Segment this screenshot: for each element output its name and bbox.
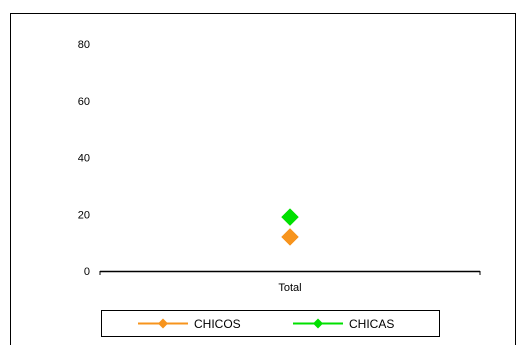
x-axis: Total (99, 270, 481, 294)
y-tick-label: 60 (78, 96, 90, 108)
chart-frame (10, 13, 516, 350)
legend: CHICOS CHICAS (101, 310, 440, 337)
legend-marker-chicos (158, 318, 168, 329)
y-axis: 0 20 40 60 80 (78, 39, 90, 278)
data-point-chicos (281, 228, 299, 246)
y-tick-label: 0 (84, 266, 90, 278)
x-tick-label: Total (278, 282, 301, 294)
plot-marks (281, 208, 299, 246)
y-tick-label: 80 (78, 39, 90, 51)
data-point-chicas (281, 208, 299, 226)
y-tick-label: 40 (78, 153, 90, 165)
legend-label-chicos: CHICOS (194, 317, 241, 331)
legend-marker-chicas (313, 318, 323, 329)
legend-label-chicas: CHICAS (349, 317, 394, 331)
y-tick-label: 20 (78, 209, 90, 221)
